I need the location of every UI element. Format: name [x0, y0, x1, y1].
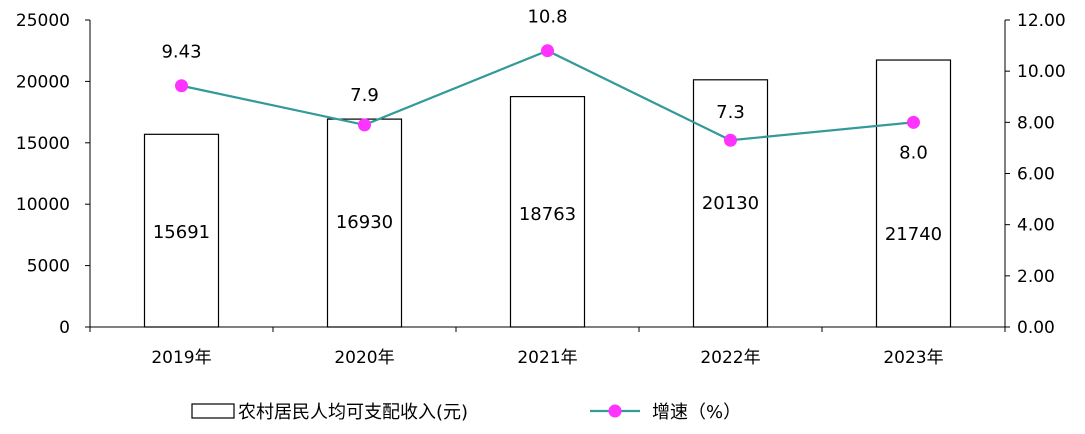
bar [875, 59, 952, 328]
x-axis-category-label: 2021年 [517, 348, 577, 368]
growth-marker [175, 79, 188, 93]
right-axis-tick-label: 4.00 [1017, 216, 1055, 236]
growth-value-label: 8.0 [899, 142, 928, 163]
growth-value-label: 7.3 [716, 102, 745, 123]
left-axis-tick-label: 20000 [16, 72, 70, 92]
left-axis-tick-label: 5000 [27, 257, 70, 277]
growth-value-label: 9.43 [161, 42, 201, 63]
right-axis-tick-label: 8.00 [1017, 113, 1055, 133]
legend-bar-swatch [191, 403, 235, 419]
right-axis-tick-label: 2.00 [1017, 267, 1055, 287]
left-axis-tick-label: 0 [59, 318, 70, 338]
legend-line-label: 增速（%） [652, 402, 741, 423]
bar [692, 79, 769, 328]
growth-marker [907, 115, 920, 129]
growth-marker [724, 133, 737, 147]
bar [509, 95, 586, 328]
right-axis-tick-label: 10.00 [1017, 62, 1066, 82]
x-axis-category-label: 2019年 [151, 348, 211, 368]
legend-bar-label: 农村居民人均可支配收入(元) [238, 402, 468, 423]
bar [326, 118, 403, 328]
x-axis-category-label: 2020年 [334, 348, 394, 368]
legend-line-marker [608, 404, 622, 418]
left-axis-tick-label: 10000 [16, 195, 70, 215]
legend: 农村居民人均可支配收入(元) 增速（%） [191, 402, 741, 423]
data-labels: 15691 16930 18763 20130 21740 9.43 7.9 10.8 7.3 8… [153, 7, 942, 245]
line-series [175, 44, 920, 147]
right-axis-tick-label: 0.00 [1017, 318, 1055, 338]
growth-marker [358, 118, 371, 132]
bar-series [143, 59, 952, 328]
growth-value-label: 10.8 [527, 7, 567, 28]
bar-value-label: 18763 [519, 204, 576, 225]
axes: 0 5000 10000 15000 20000 25000 0.00 2.00 4.00 6.0… [16, 11, 1066, 368]
right-axis-tick-label: 12.00 [1017, 11, 1066, 31]
right-axis-tick-label: 6.00 [1017, 165, 1055, 185]
bar-value-label: 15691 [153, 222, 210, 243]
x-axis-category-label: 2023年 [883, 348, 943, 368]
bar [143, 133, 220, 328]
left-axis-tick-label: 25000 [16, 11, 70, 31]
x-axis-category-label: 2022年 [700, 348, 760, 368]
bar-value-label: 16930 [336, 212, 393, 233]
bar-value-label: 20130 [702, 193, 759, 214]
left-axis-tick-label: 15000 [16, 134, 70, 154]
growth-value-label: 7.9 [350, 85, 379, 106]
growth-marker [541, 44, 554, 58]
bar-value-label: 21740 [885, 224, 942, 245]
